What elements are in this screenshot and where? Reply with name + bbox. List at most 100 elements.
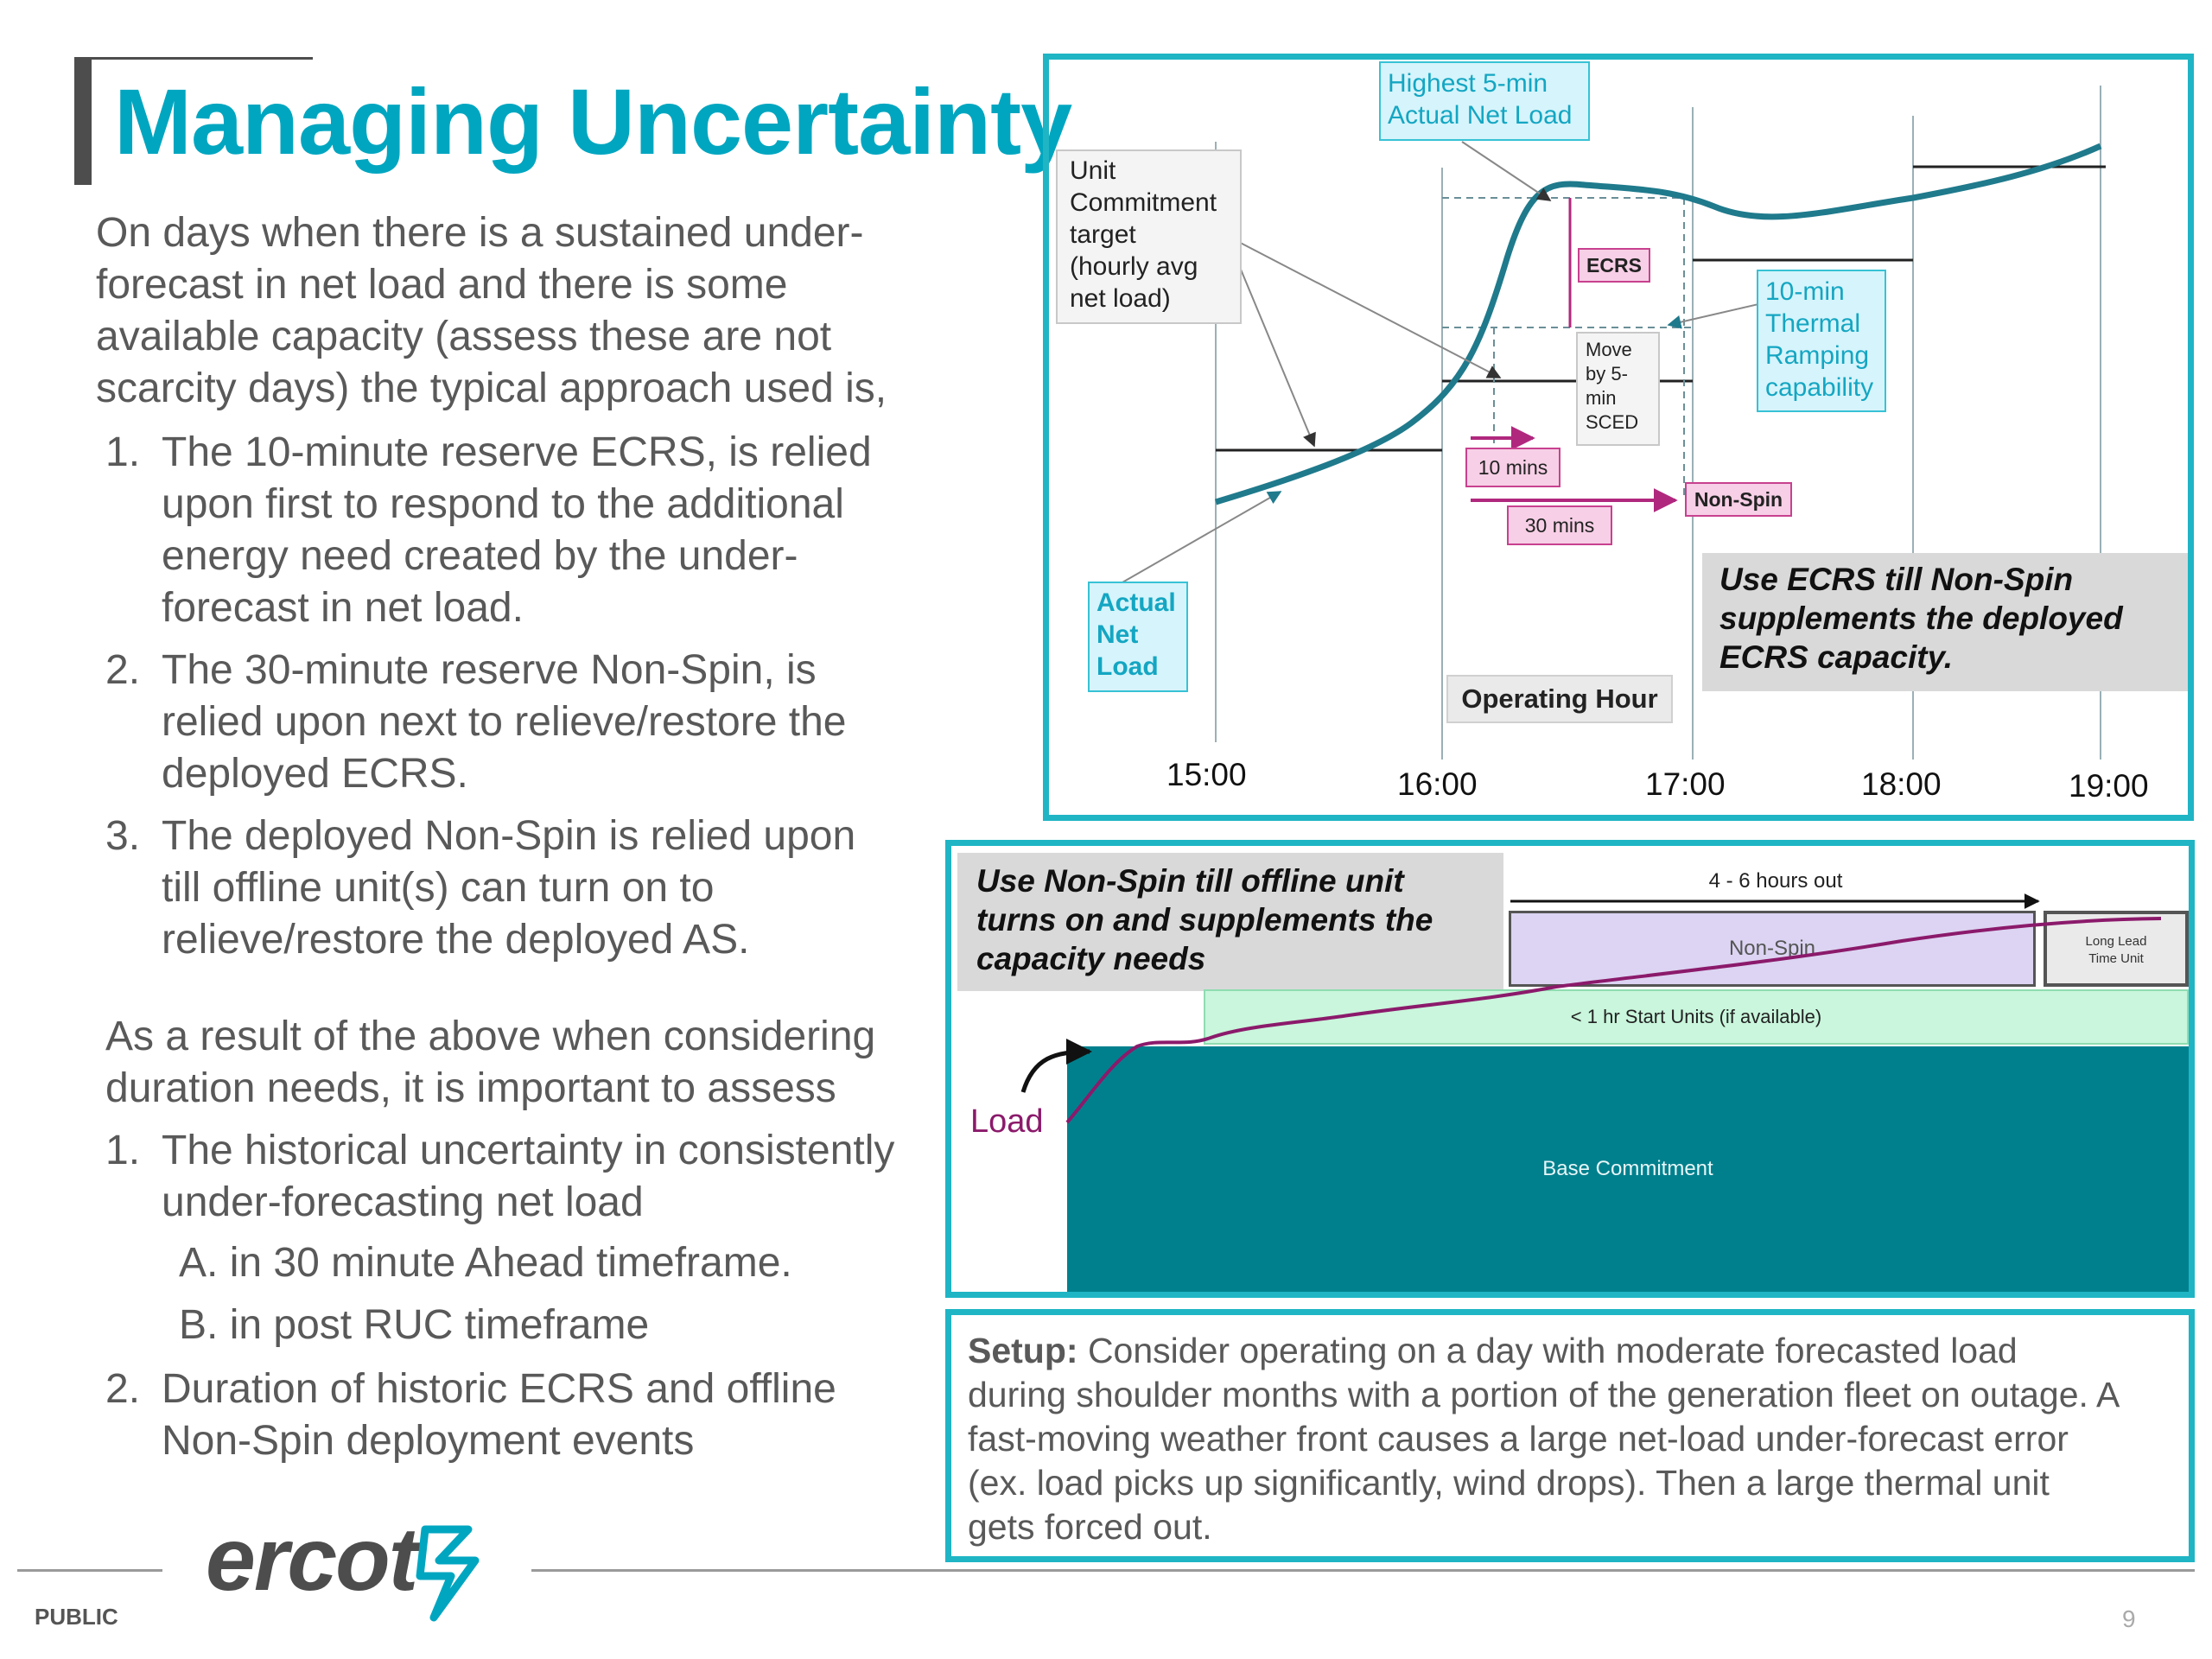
title-accent-bar	[74, 57, 92, 185]
list-number: 2.	[105, 647, 141, 693]
label-line: Actual	[1096, 588, 1176, 617]
setup-line: Consider operating on a day with moderat…	[1077, 1331, 2018, 1370]
pointer-arrow	[1461, 141, 1552, 201]
list-line: The 10-minute reserve ECRS, is relied	[162, 429, 872, 475]
callout-line: Use ECRS till Non-Spin	[1719, 562, 2074, 597]
ercot-logo-icon	[416, 1525, 480, 1622]
tick-label: 19:00	[2069, 768, 2149, 804]
base-commitment-block: Base Commitment	[1067, 1046, 2189, 1292]
list-line: energy need created by the under-	[162, 533, 798, 579]
list-line: forecast in net load.	[162, 585, 524, 631]
callout-line: capacity needs	[976, 941, 1206, 976]
ecrs-callout: Use ECRS till Non-Spin supplements the d…	[1702, 553, 2188, 691]
list2-item-2: 2. Duration of historic ECRS and offline…	[105, 1363, 836, 1467]
label-line: Long Lead	[2085, 934, 2147, 949]
list-line: The deployed Non-Spin is relied upon	[162, 813, 856, 859]
non-spin-block: Non-Spin	[1509, 911, 2036, 987]
label-line: Ramping	[1765, 341, 1870, 370]
load-pointer-arrow	[1020, 1039, 1092, 1093]
tick-label: 15:00	[1166, 757, 1247, 792]
setup-bold: Setup:	[968, 1331, 1078, 1370]
ecrs-diagram-lines	[1122, 86, 2106, 760]
unit-commitment-label: Unit Commitment target (hourly avg net l…	[1056, 149, 1242, 324]
result-line: As a result of the above when considerin…	[105, 1014, 876, 1059]
result-text: As a result of the above when considerin…	[105, 1011, 875, 1115]
tick-label: 17:00	[1645, 766, 1726, 802]
public-label: PUBLIC	[35, 1604, 118, 1630]
start-units-block: < 1 hr Start Units (if available)	[1204, 989, 2189, 1045]
list2-sub-a: A. in 30 minute Ahead timeframe.	[179, 1237, 792, 1289]
load-curve	[1065, 917, 2162, 1124]
pointer-arrow	[1230, 237, 1502, 378]
list-line: under-forecasting net load	[162, 1179, 644, 1225]
label-line: Highest 5-min	[1388, 69, 1548, 98]
setup-line: fast-moving weather front causes a large…	[968, 1419, 2069, 1459]
label-line: SCED	[1586, 411, 1639, 433]
non-spin-diagram-panel: Use Non-Spin till offline unit turns on …	[945, 840, 2195, 1298]
setup-line: gets forced out.	[968, 1507, 1212, 1547]
label-line: Net	[1096, 620, 1139, 649]
pointer-arrow	[1230, 244, 1316, 448]
intro-line: scarcity days) the typical approach used…	[96, 365, 887, 411]
list-line: upon first to respond to the additional	[162, 481, 844, 527]
thirty-mins-label: 30 mins	[1507, 505, 1612, 545]
label-line: Commitment	[1070, 188, 1217, 217]
operating-hour-label: Operating Hour	[1446, 675, 1673, 723]
list-line: Duration of historic ECRS and offline	[162, 1366, 836, 1412]
setup-text: Setup: Consider operating on a day with …	[968, 1329, 2177, 1549]
title-rule	[74, 57, 313, 60]
list-line: The historical uncertainty in consistent…	[162, 1128, 895, 1173]
list-letter: A.	[179, 1240, 219, 1286]
thermal-ramping-label: 10-min Thermal Ramping capability	[1757, 270, 1886, 412]
label-line: Load	[1096, 652, 1159, 681]
net-load-curve	[1214, 143, 2102, 505]
label-line: Thermal	[1765, 309, 1861, 338]
non-spin-diagram-lines	[1020, 893, 2162, 1124]
hours-out-label: 4 - 6 hours out	[1708, 869, 1843, 893]
footer-rule-right	[531, 1569, 2195, 1572]
tick-label: 16:00	[1397, 766, 1478, 802]
list-line: Non-Spin deployment events	[162, 1418, 695, 1464]
label-line: capability	[1765, 373, 1874, 402]
list-line: in 30 minute Ahead timeframe.	[229, 1240, 792, 1286]
setup-line: (ex. load picks up significantly, wind d…	[968, 1463, 2050, 1503]
callout-line: ECRS capacity.	[1719, 639, 1954, 675]
callout-line: supplements the deployed	[1719, 601, 2123, 636]
ercot-logo-text: ercot	[206, 1510, 418, 1610]
label-line: 10-min	[1765, 277, 1845, 306]
load-label: Load	[970, 1103, 1044, 1140]
list-number: 2.	[105, 1366, 141, 1412]
sced-move-label: Move by 5- min SCED	[1576, 332, 1660, 446]
label-line: Time Unit	[2088, 951, 2144, 966]
list-letter: B.	[179, 1302, 219, 1348]
label-line: net load)	[1070, 284, 1171, 313]
list-number: 1.	[105, 1128, 141, 1173]
label-line: min	[1586, 387, 1617, 409]
setup-line: during shoulder months with a portion of…	[968, 1375, 2120, 1414]
list-number: 3.	[105, 813, 141, 859]
pointer-arrow	[1122, 491, 1282, 583]
label-line: target	[1070, 220, 1136, 249]
label-line: Unit	[1070, 156, 1116, 185]
non-spin-label: Non-Spin	[1685, 482, 1792, 517]
list-line: relied upon next to relieve/restore the	[162, 699, 847, 745]
label-line: (hourly avg	[1070, 252, 1198, 281]
label-line: Move	[1586, 339, 1632, 360]
ten-mins-label: 10 mins	[1465, 448, 1560, 487]
list-line: in post RUC timeframe	[229, 1302, 650, 1348]
list-line: till offline unit(s) can turn on to	[162, 865, 715, 911]
ecrs-label: ECRS	[1578, 248, 1650, 283]
intro-line: available capacity (assess these are not	[96, 314, 832, 359]
list1-item-1: 1. The 10-minute reserve ECRS, is relied…	[105, 427, 872, 634]
result-line: duration needs, it is important to asses…	[105, 1065, 836, 1111]
label-line: Actual Net Load	[1388, 101, 1573, 130]
list2-item-1: 1. The historical uncertainty in consist…	[105, 1125, 894, 1229]
intro-line: On days when there is a sustained under-	[96, 210, 864, 256]
list2-sub-b: B. in post RUC timeframe	[179, 1300, 649, 1351]
list-line: The 30-minute reserve Non-Spin, is	[162, 647, 817, 693]
list1-item-2: 2. The 30-minute reserve Non-Spin, is re…	[105, 645, 846, 800]
non-spin-callout: Use Non-Spin till offline unit turns on …	[957, 853, 1503, 991]
tick-label: 18:00	[1861, 766, 1942, 802]
callout-line: turns on and supplements the	[976, 902, 1433, 938]
callout-line: Use Non-Spin till offline unit	[976, 863, 1404, 899]
